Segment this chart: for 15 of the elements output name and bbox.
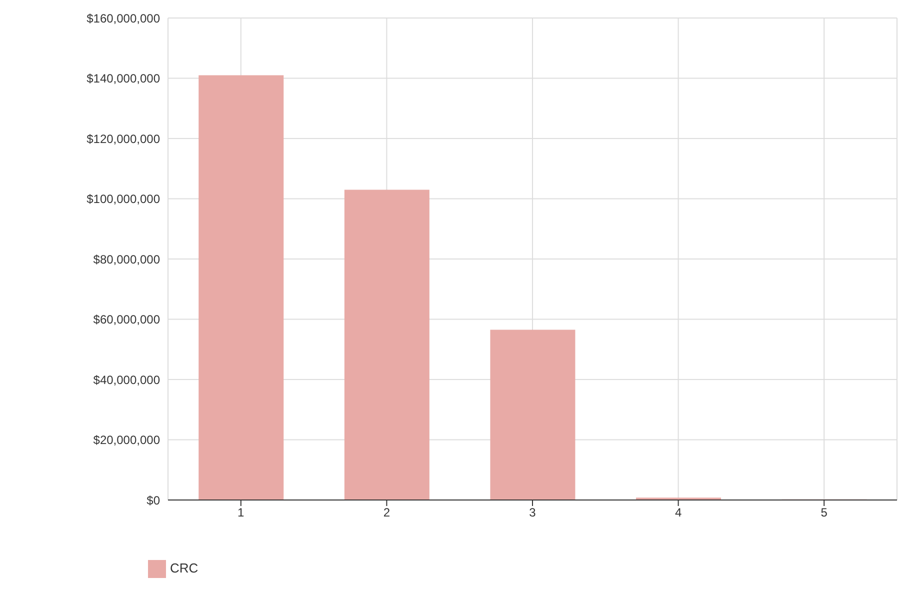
y-tick-label: $80,000,000 <box>93 252 160 266</box>
legend-label: CRC <box>170 560 198 576</box>
y-tick-label: $60,000,000 <box>93 312 160 327</box>
x-tick-label: 2 <box>383 506 390 520</box>
y-tick-label: $120,000,000 <box>86 132 160 146</box>
x-tick-label: 5 <box>820 506 828 520</box>
y-tick-label: $0 <box>146 493 160 508</box>
y-tick-label: $160,000,000 <box>86 11 160 26</box>
x-tick-label: 4 <box>674 506 682 520</box>
y-tick-label: $100,000,000 <box>86 192 160 206</box>
y-tick-label: $140,000,000 <box>86 72 160 86</box>
x-tick-label: 3 <box>529 506 536 520</box>
y-tick-label: $40,000,000 <box>93 372 160 387</box>
x-tick-label: 1 <box>238 506 245 520</box>
y-tick-label: $20,000,000 <box>93 433 160 448</box>
